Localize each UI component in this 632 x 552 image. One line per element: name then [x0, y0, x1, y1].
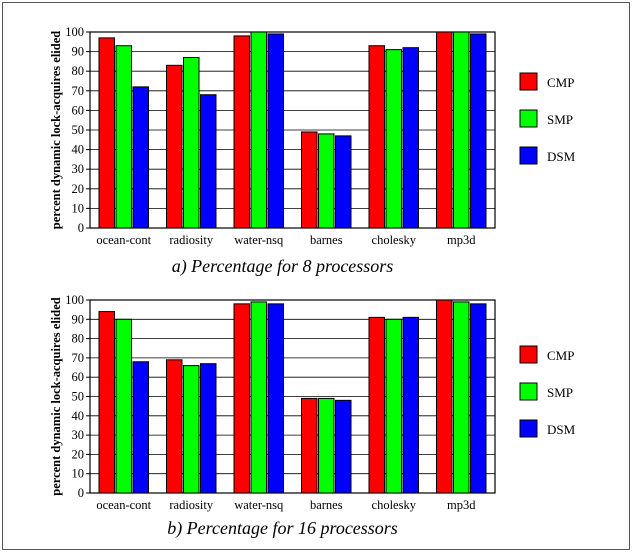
y-axis-label: percent dynamic lock-acquires elided — [49, 297, 63, 496]
bar-smp-mp3d — [453, 301, 470, 494]
plot-area — [89, 31, 496, 229]
x-tick-label: water-nsq — [234, 498, 284, 512]
x-tick-label: barnes — [310, 498, 343, 512]
chart-caption: b) Percentage for 16 processors — [167, 518, 398, 539]
bar-cmp-mp3d — [436, 31, 453, 229]
bar-dsm-cholesky — [402, 316, 419, 494]
y-tick-label: 40 — [72, 409, 85, 423]
legend-swatch-cmp — [519, 345, 538, 364]
bar-smp-radiosity — [183, 365, 200, 494]
y-tick-label: 40 — [72, 143, 85, 157]
x-tick-label: radiosity — [169, 498, 213, 512]
bar-cmp-water-nsq — [233, 35, 250, 229]
bar-smp-barnes — [318, 133, 335, 229]
y-tick-label: 20 — [72, 182, 85, 196]
y-tick-label: 60 — [72, 103, 85, 117]
y-tick-label: 70 — [72, 84, 85, 98]
y-tick-label: 100 — [65, 25, 84, 39]
legend-swatch-dsm — [519, 146, 538, 165]
x-tick-label: cholesky — [372, 233, 417, 247]
x-tick-label: ocean-cont — [96, 233, 151, 247]
bar-cmp-water-nsq — [233, 303, 250, 494]
y-tick-label: 10 — [72, 201, 85, 215]
bar-dsm-water-nsq — [267, 33, 284, 229]
y-tick-label: 30 — [72, 428, 85, 442]
plot-area — [89, 299, 496, 494]
chart-caption: a) Percentage for 8 processors — [172, 256, 394, 277]
bar-dsm-ocean-cont — [132, 86, 149, 229]
bar-dsm-ocean-cont — [132, 361, 149, 494]
bar-smp-barnes — [318, 397, 335, 494]
bar-smp-cholesky — [385, 318, 402, 494]
legend-label-cmp: CMP — [547, 75, 574, 90]
x-tick-label: mp3d — [447, 233, 476, 247]
x-tick-label: cholesky — [372, 498, 417, 512]
y-tick-label: 80 — [72, 332, 85, 346]
x-tick-label: radiosity — [169, 233, 213, 247]
bar-dsm-mp3d — [470, 303, 487, 494]
bar-smp-water-nsq — [250, 31, 267, 229]
bar-cmp-mp3d — [436, 299, 453, 494]
bar-cmp-cholesky — [368, 316, 385, 494]
y-tick-label: 90 — [72, 45, 85, 59]
bar-cmp-radiosity — [166, 359, 183, 494]
legend-label-smp: SMP — [547, 112, 573, 127]
bar-cmp-barnes — [301, 131, 318, 229]
legend-label-smp: SMP — [547, 385, 573, 400]
x-tick-label: mp3d — [447, 498, 476, 512]
bar-dsm-radiosity — [200, 363, 217, 494]
y-tick-label: 0 — [78, 221, 84, 235]
bar-smp-radiosity — [183, 56, 200, 229]
bar-dsm-radiosity — [200, 94, 217, 229]
legend-label-dsm: DSM — [547, 149, 576, 164]
legend-swatch-cmp — [519, 72, 538, 91]
legend-swatch-smp — [519, 109, 538, 128]
y-tick-label: 80 — [72, 64, 85, 78]
bar-cmp-barnes — [301, 397, 318, 494]
legend-swatch-dsm — [519, 419, 538, 438]
bar-cmp-ocean-cont — [98, 311, 115, 494]
y-tick-label: 30 — [72, 162, 85, 176]
x-tick-label: barnes — [310, 233, 343, 247]
legend-label-cmp: CMP — [547, 348, 574, 363]
bar-smp-cholesky — [385, 49, 402, 229]
legend-swatch-smp — [519, 382, 538, 401]
legend-label-dsm: DSM — [547, 422, 576, 437]
bar-cmp-ocean-cont — [98, 37, 115, 229]
y-tick-label: 100 — [65, 293, 84, 307]
bar-dsm-mp3d — [470, 33, 487, 229]
bar-dsm-barnes — [335, 135, 352, 229]
bar-cmp-radiosity — [166, 64, 183, 229]
bar-smp-mp3d — [453, 31, 470, 229]
y-tick-label: 70 — [72, 351, 85, 365]
y-tick-label: 0 — [78, 486, 84, 500]
x-tick-label: water-nsq — [234, 233, 284, 247]
bar-dsm-barnes — [335, 399, 352, 494]
bar-dsm-cholesky — [402, 47, 419, 229]
y-tick-label: 20 — [72, 447, 85, 461]
bar-dsm-water-nsq — [267, 303, 284, 494]
y-tick-label: 10 — [72, 467, 85, 481]
y-axis-label: percent dynamic lock-acquires elided — [49, 31, 63, 230]
y-tick-label: 50 — [72, 390, 85, 404]
y-tick-label: 50 — [72, 123, 85, 137]
y-tick-label: 90 — [72, 312, 85, 326]
y-tick-label: 60 — [72, 370, 85, 384]
bar-smp-ocean-cont — [115, 318, 132, 494]
bar-smp-ocean-cont — [115, 45, 132, 229]
bar-cmp-cholesky — [368, 45, 385, 229]
x-tick-label: ocean-cont — [96, 498, 151, 512]
bar-smp-water-nsq — [250, 301, 267, 494]
